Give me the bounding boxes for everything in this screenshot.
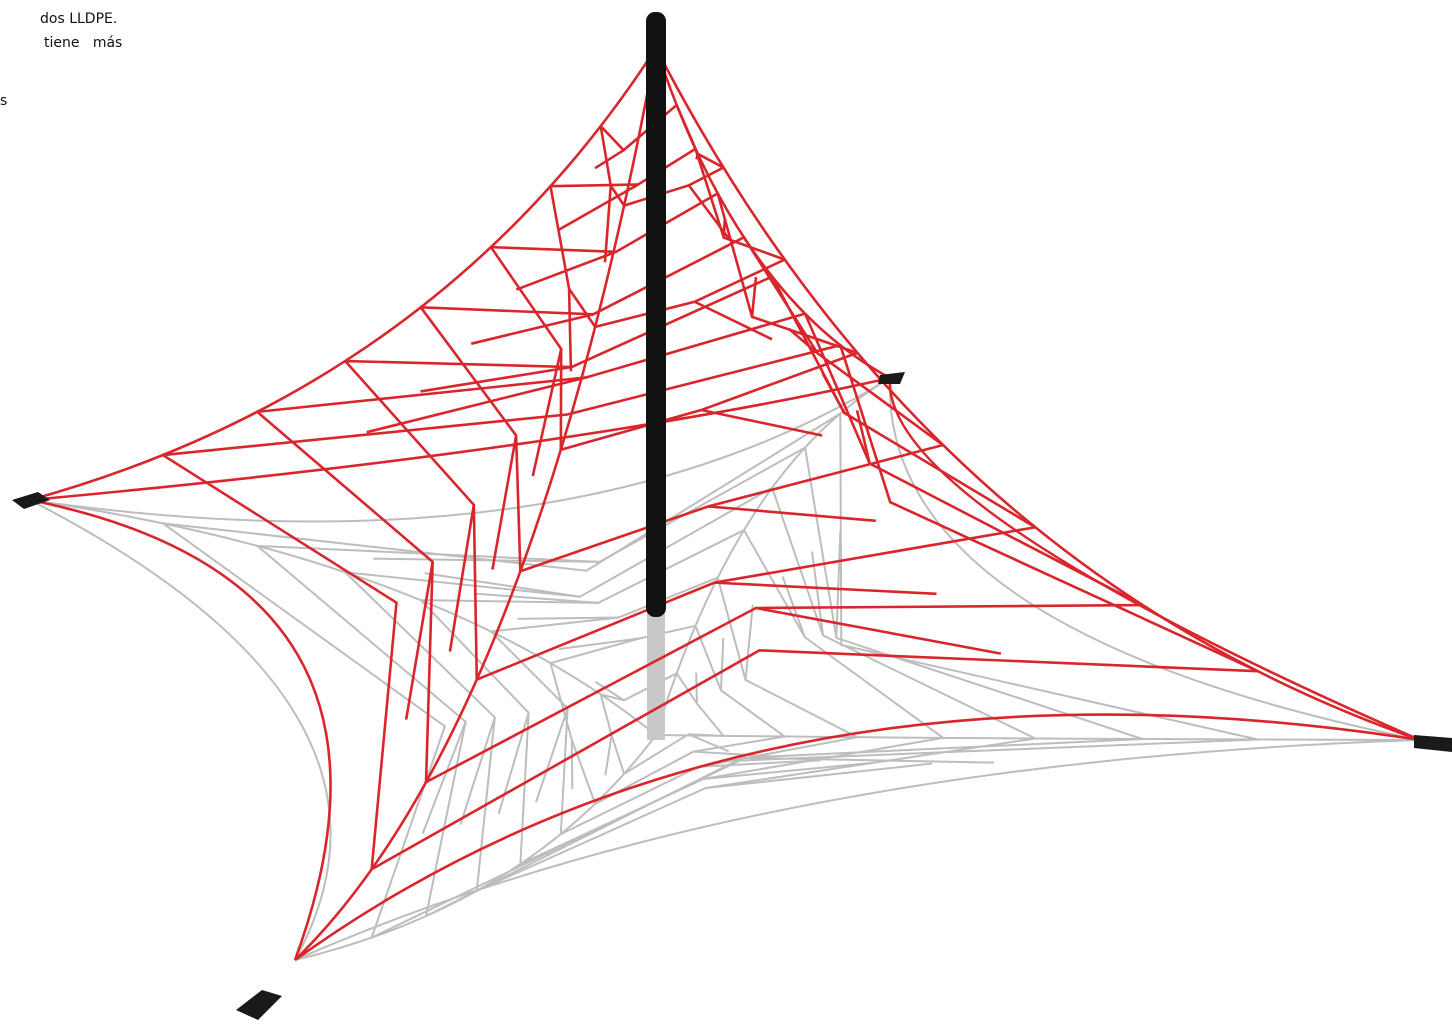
rope [695,626,784,737]
rope [718,578,858,737]
rope [295,735,656,960]
climbing-net-illustration [0,0,1452,1024]
rope [421,530,744,603]
rope [492,435,516,569]
rope [840,345,1257,671]
rope [595,150,624,168]
rope [559,185,639,230]
rope [425,573,580,596]
rope [695,149,784,260]
rope-net [30,48,1420,960]
rope [163,345,840,455]
rope [471,314,593,343]
rope [30,378,890,522]
rope [890,378,1420,740]
text-line: tiene más [44,36,122,50]
rope [624,734,723,774]
rope [756,608,1001,654]
rope [561,353,858,450]
rope [295,740,1420,960]
anchor [236,990,282,1020]
rope [30,378,890,500]
rope [890,378,1420,740]
page: dos LLDPE. tiene más s (() => { const da… [0,0,1452,1024]
rope [656,48,890,378]
rope [421,600,529,864]
rope [746,605,753,680]
rope [295,715,1420,960]
rope [551,149,696,186]
pole-shadow [647,600,665,740]
rope [656,48,1420,740]
rope [714,583,936,594]
rope [601,673,677,700]
rope [772,488,1035,739]
text-line: dos LLDPE. [40,12,117,26]
rope [696,673,697,704]
rope [569,289,571,372]
rope [708,506,875,520]
pole [646,12,666,617]
rope [572,740,573,789]
rope [491,193,718,251]
rope [516,252,616,290]
text-line: s [0,94,7,108]
rope [721,638,723,690]
rope [520,738,943,864]
anchors [12,372,1452,1020]
rope [551,186,596,327]
rope [605,735,611,775]
rope [701,410,822,436]
anchor [1414,735,1452,752]
rope [551,626,696,663]
rope [518,618,619,619]
rope [595,260,785,327]
rope [491,578,718,632]
